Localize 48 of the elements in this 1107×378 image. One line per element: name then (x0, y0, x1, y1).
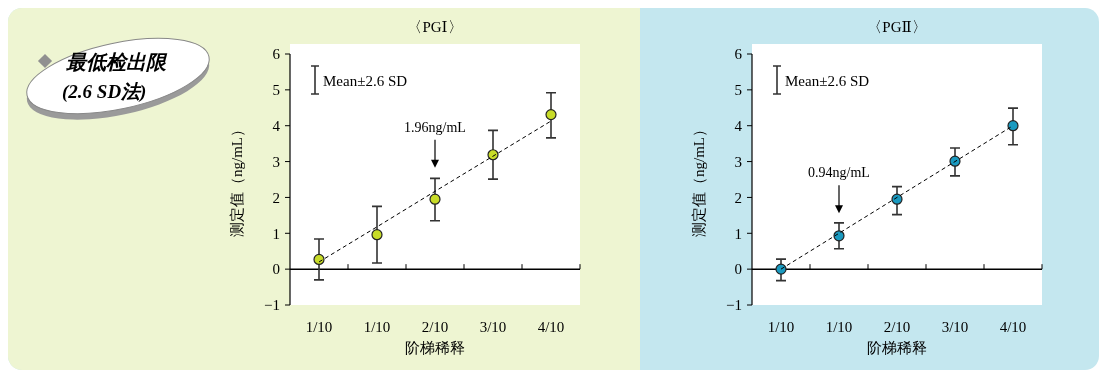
point (371, 229, 383, 241)
x-tick-label: 1/10 (767, 319, 795, 335)
y-tick-label: 1 (734, 225, 742, 242)
x-tick-label: 1/10 (363, 319, 391, 335)
annotation: 0.94ng/mL (808, 165, 870, 181)
chart-title: 〈PGⅡ〉 (867, 19, 927, 35)
annotation: 1.96ng/mL (404, 119, 466, 135)
y-tick-label: −1 (264, 297, 280, 314)
x-tick-label: 2/10 (421, 319, 449, 335)
x-tick-label: 2/10 (883, 319, 911, 335)
point (833, 230, 845, 242)
text: (2.6 SD法) (62, 81, 147, 103)
chart-title: 〈PGⅠ〉 (407, 19, 463, 35)
point (1007, 120, 1019, 132)
point (313, 253, 325, 266)
text: 最低检出限 (66, 51, 168, 73)
annotation: Mean±2.6 SD (323, 73, 408, 89)
y-tick-label: 0 (734, 261, 742, 278)
point (949, 155, 961, 167)
y-tick-label: 0 (272, 261, 280, 278)
x-tick-label: 4/10 (999, 319, 1027, 335)
y-axis-title: 测定值（ng/mL） (691, 122, 707, 237)
annotation: Mean±2.6 SD (785, 73, 870, 89)
point (429, 193, 441, 205)
y-tick-label: 2 (272, 189, 280, 206)
x-tick-label: 1/10 (305, 319, 333, 335)
x-axis-title: 阶梯稀释 (867, 340, 927, 356)
y-tick-label: 1 (272, 225, 280, 242)
point (487, 149, 499, 161)
y-tick-label: 2 (734, 189, 742, 206)
y-axis-title: 测定值（ng/mL） (229, 122, 245, 237)
point (545, 109, 557, 121)
y-tick-label: 4 (734, 117, 743, 134)
x-tick-label: 1/10 (825, 319, 853, 335)
y-tick-label: 5 (272, 82, 280, 99)
x-tick-label: 3/10 (941, 319, 969, 335)
y-tick-label: 6 (734, 46, 743, 63)
y-tick-label: 3 (272, 153, 280, 170)
y-tick-label: 5 (734, 82, 742, 99)
x-tick-label: 3/10 (479, 319, 507, 335)
y-tick-label: 4 (272, 117, 281, 134)
point (775, 263, 787, 275)
point (891, 193, 903, 205)
y-tick-label: 3 (734, 153, 742, 170)
y-tick-label: −1 (726, 297, 742, 314)
x-axis-title: 阶梯稀释 (405, 340, 465, 356)
x-tick-label: 4/10 (537, 319, 565, 335)
y-tick-label: 6 (272, 46, 281, 63)
